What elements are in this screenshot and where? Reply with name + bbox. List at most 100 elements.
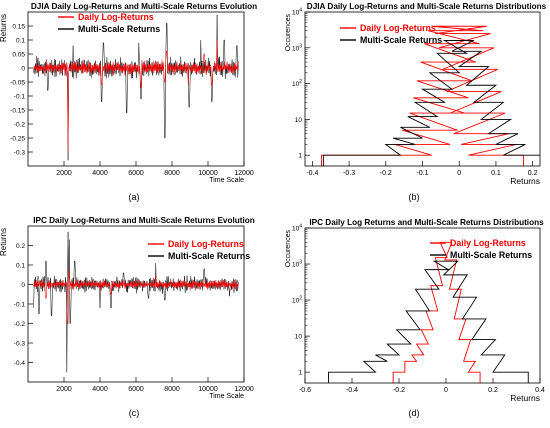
- plot-frame: [304, 227, 541, 384]
- x-tick-label: 2000: [56, 170, 72, 177]
- plot-area: [328, 241, 529, 383]
- chart-panel-2: IPC Daily Log-Returns and Multi-Scale Re…: [0, 216, 255, 400]
- y-tick-label: 104: [292, 8, 302, 17]
- panel-caption: (b): [409, 192, 420, 202]
- y-tick-label: 1: [298, 153, 302, 160]
- x-tick-label: 4000: [92, 170, 108, 177]
- y-tick-label: 0.2: [16, 243, 25, 250]
- x-tick-label: -0.4: [306, 170, 318, 177]
- y-tick-label: 103: [292, 43, 302, 52]
- x-tick-label: 12000: [234, 386, 254, 393]
- legend: Daily Log-Returns Multi-Scale Returns: [148, 239, 250, 261]
- panel-caption: (a): [129, 192, 140, 202]
- x-tick-label: 0.2: [528, 170, 538, 177]
- x-tick-label: 8000: [164, 170, 180, 177]
- x-axis-label: Returns: [510, 176, 540, 186]
- x-tick-label: 4000: [92, 386, 108, 393]
- y-tick-label: -0.25: [10, 136, 25, 143]
- y-tick-label: -0.15: [10, 108, 25, 115]
- x-tick-label: 6000: [128, 386, 144, 393]
- x-tick-label: 6000: [128, 170, 144, 177]
- panel-caption: (d): [409, 408, 420, 418]
- y-tick-label: -0.05: [10, 80, 25, 87]
- plot-frame: [304, 11, 541, 167]
- x-tick-label: 0.2: [488, 387, 498, 394]
- x-axis-label: Time Scale: [209, 393, 244, 400]
- chart-panel-1: DJIA Daily Log-Returns and Multi-Scale R…: [285, 2, 547, 186]
- x-tick-label: 8000: [164, 386, 180, 393]
- y-tick-label: -0.3: [14, 150, 26, 157]
- y-tick-label: 103: [292, 260, 302, 269]
- chart-panel-3: IPC Daily Log Returns and Multi-Scale Re…: [285, 218, 545, 403]
- x-tick-label: -0.4: [346, 387, 358, 394]
- y-axis-label: Returns: [0, 228, 8, 256]
- legend-label: Multi-Scale Returns: [450, 250, 532, 260]
- legend: Daily Log-Returns Multi-Scale Returns: [58, 12, 160, 34]
- y-tick-label: 1: [298, 370, 302, 377]
- y-tick-label: 104: [292, 224, 302, 233]
- legend-label: Daily Log-Returns: [450, 238, 526, 248]
- series-line-0: [33, 268, 239, 324]
- panel-caption: (c): [129, 408, 140, 418]
- y-tick-label: 102: [292, 296, 302, 305]
- legend-label: Multi-Scale Returns: [78, 24, 160, 34]
- plot-frame: [27, 11, 245, 167]
- series-line-1: [328, 260, 529, 383]
- plot-area: [33, 231, 239, 373]
- y-tick-label: 0: [21, 282, 25, 289]
- chart-title: DJIA Daily Log-Returns and Multi-Scale R…: [31, 2, 257, 11]
- x-tick-label: 0: [457, 170, 461, 177]
- legend-label: Daily Log-Returns: [168, 239, 244, 249]
- series-line-1: [322, 40, 540, 166]
- x-tick-label: 2000: [56, 386, 72, 393]
- legend-label: Multi-Scale Returns: [360, 35, 442, 45]
- series-line-0: [321, 25, 524, 166]
- x-axis-label: Time Scale: [209, 177, 244, 184]
- legend: Daily Log-Returns Multi-Scale Returns: [430, 238, 532, 260]
- series-line-0: [392, 241, 481, 383]
- y-tick-label: -0.2: [14, 122, 26, 129]
- y-tick-label: -0.4: [14, 360, 26, 367]
- y-tick-label: -0.1: [14, 94, 26, 101]
- y-tick-label: 102: [292, 79, 302, 88]
- y-tick-label: -0.1: [14, 302, 26, 309]
- x-tick-label: 0: [444, 387, 448, 394]
- x-tick-label: 10000: [198, 386, 218, 393]
- x-axis-label: Returns: [510, 393, 540, 403]
- y-axis-label: Returns: [0, 14, 8, 42]
- y-tick-label: -0.2: [14, 321, 26, 328]
- plot-area: [33, 14, 239, 161]
- y-tick-label: -0.3: [14, 341, 26, 348]
- x-tick-label: -0.2: [380, 170, 392, 177]
- chart-panel-0: DJIA Daily Log-Returns and Multi-Scale R…: [0, 2, 257, 184]
- legend-label: Daily Log-Returns: [78, 12, 154, 22]
- x-tick-label: -0.3: [343, 170, 355, 177]
- chart-title: IPC Daily Log Returns and Multi-Scale Re…: [309, 218, 544, 227]
- chart-title: DJIA Daily Log-Returns and Multi-Scale R…: [307, 2, 547, 11]
- x-tick-label: 0.1: [491, 170, 501, 177]
- legend: Daily Log-Returns Multi-Scale Returns: [340, 23, 442, 45]
- y-tick-label: 0: [21, 66, 25, 73]
- y-tick-label: 0.1: [16, 263, 25, 270]
- x-tick-label: -0.6: [299, 387, 311, 394]
- series-line-1: [33, 14, 239, 161]
- x-tick-label: -0.1: [416, 170, 428, 177]
- legend-label: Daily Log-Returns: [360, 23, 436, 33]
- legend-label: Multi-Scale Returns: [168, 251, 250, 261]
- y-tick-label: 0.05: [12, 52, 25, 59]
- plot-frame: [27, 225, 245, 383]
- series-line-0: [33, 39, 239, 153]
- plot-area: [321, 25, 540, 166]
- x-tick-label: 0.4: [535, 387, 545, 394]
- x-tick-label: 12000: [234, 170, 254, 177]
- chart-title: IPC Daily Log-Returns and Multi-Scale Re…: [33, 216, 255, 225]
- x-tick-label: -0.2: [393, 387, 405, 394]
- y-tick-label: 10: [295, 117, 303, 124]
- y-tick-label: 0.15: [12, 24, 25, 31]
- x-tick-label: 10000: [198, 170, 218, 177]
- y-tick-label: 0.1: [16, 38, 25, 45]
- y-tick-label: 10: [295, 334, 303, 341]
- y-axis-label: Occurences: [285, 14, 292, 52]
- y-axis-label: Occurences: [285, 230, 292, 268]
